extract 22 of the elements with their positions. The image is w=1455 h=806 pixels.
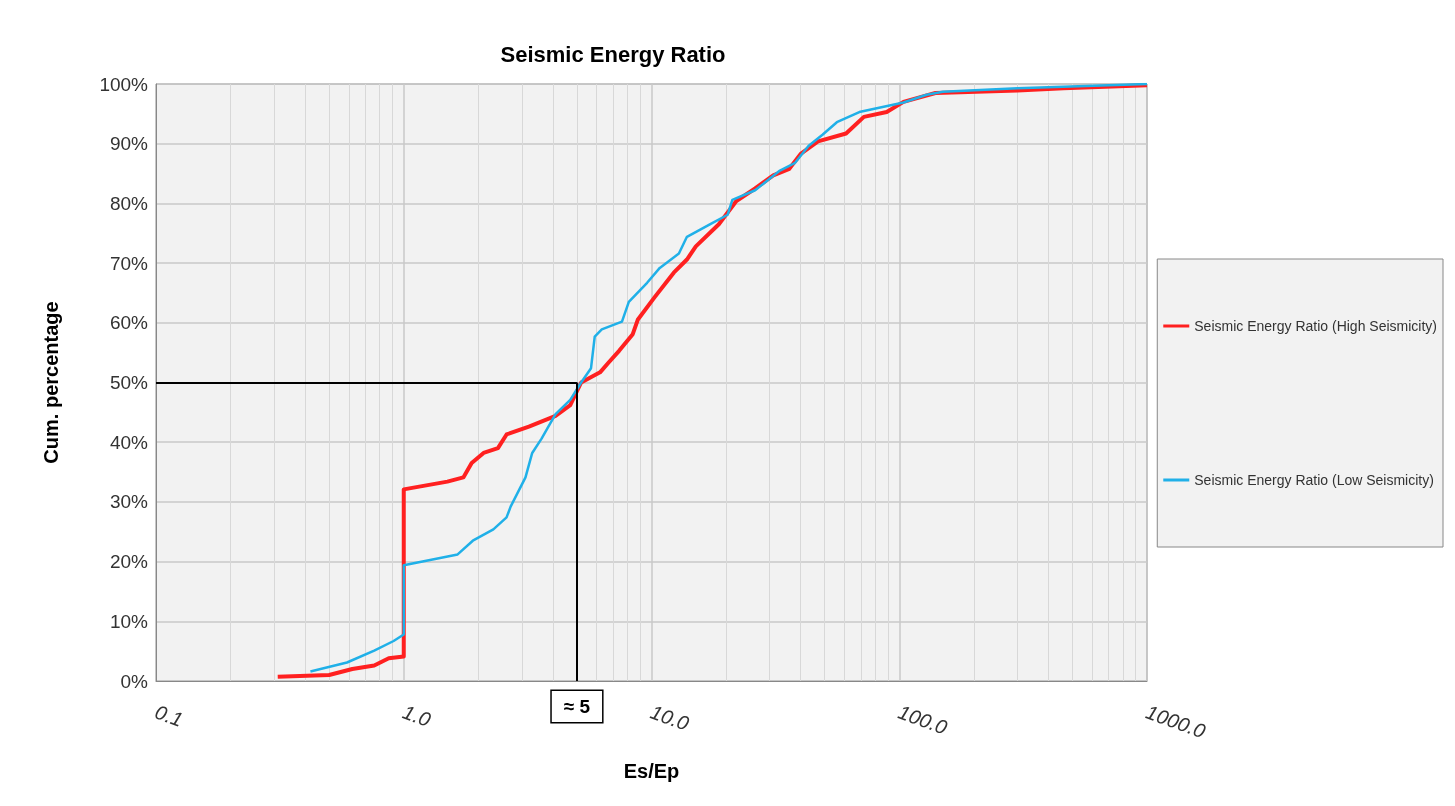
x-tick-label: 1.0 [399,700,434,731]
y-tick-label: 30% [109,491,149,513]
y-tick-label: 0% [120,670,149,692]
y-tick-label: 80% [109,192,149,214]
y-tick-label: 20% [109,551,149,573]
legend-label: Seismic Energy Ratio (High Seismicity) [1194,318,1437,334]
y-tick-label: 90% [109,133,149,155]
x-tick-label: 10.0 [647,700,692,735]
y-tick-label: 70% [109,252,149,274]
x-tick-label: 100.0 [895,700,951,739]
y-tick-label: 40% [109,431,149,453]
x-axis-title: Es/Ep [623,760,680,782]
y-tick-label: 10% [109,610,149,632]
y-tick-label: 60% [109,312,149,334]
y-tick-label: 100% [99,73,149,95]
annotation: ≈ 5 [563,696,591,717]
legend-label: Seismic Energy Ratio (Low Seismicity) [1194,472,1434,488]
chart-title: Seismic Energy Ratio [500,41,726,67]
y-axis-title: Cum. percentage [40,301,62,464]
x-tick-label: 0.1 [152,700,186,731]
y-tick-label: 50% [109,372,149,393]
x-tick-label: 1000.0 [1143,700,1209,743]
